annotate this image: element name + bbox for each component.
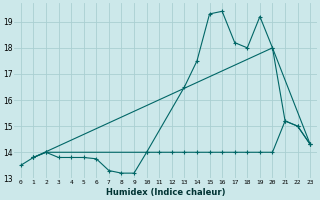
X-axis label: Humidex (Indice chaleur): Humidex (Indice chaleur) (106, 188, 225, 197)
